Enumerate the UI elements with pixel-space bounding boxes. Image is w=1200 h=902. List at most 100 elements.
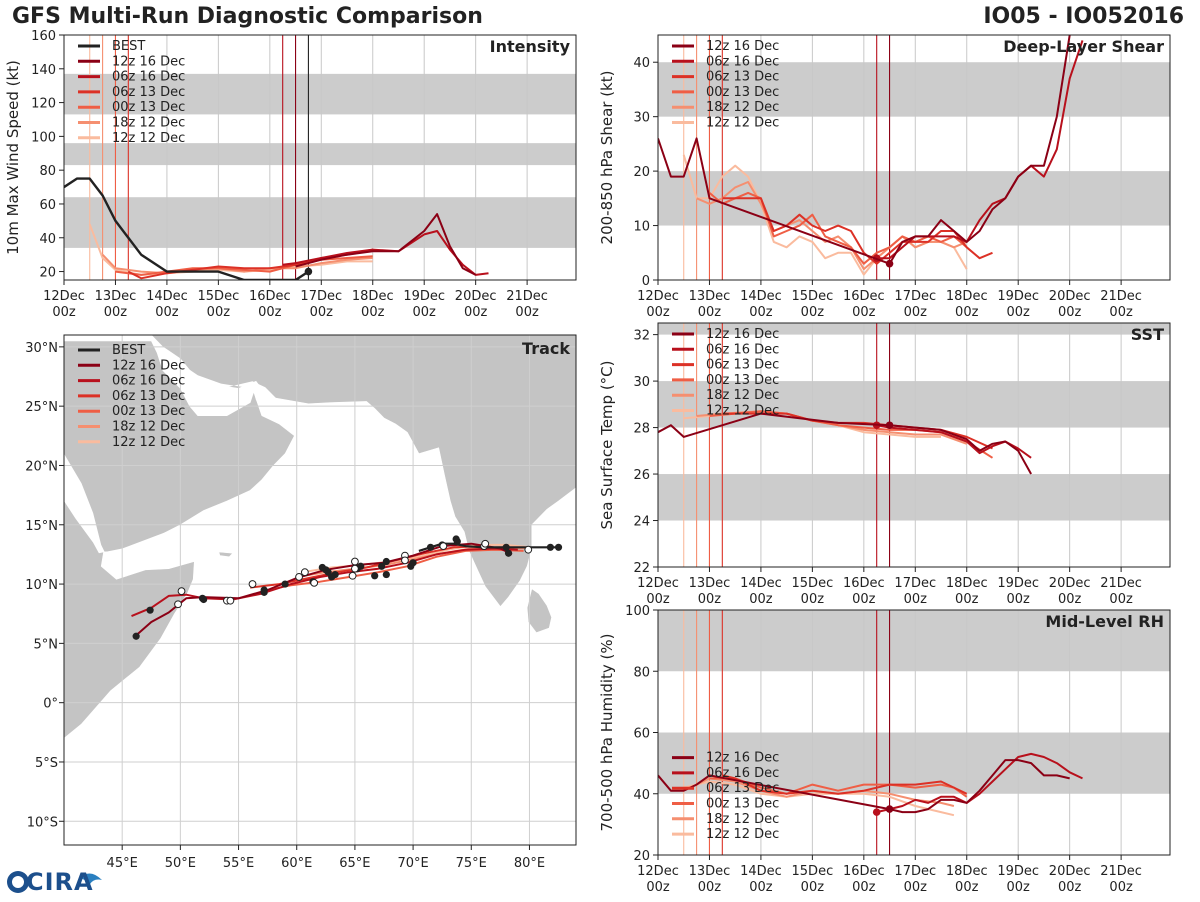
track-position-open-dot: [351, 564, 359, 573]
intensity-xtick-label-hour: 00z: [52, 305, 76, 320]
track-position-dot: [504, 549, 513, 557]
sst-xtick-label-date: 20Dec: [1049, 576, 1091, 591]
sst-xtick-label-hour: 00z: [1109, 592, 1133, 607]
track-ytick-label: 20°N: [25, 459, 58, 474]
track-position-dot: [324, 568, 332, 576]
track-legend-label: BEST: [112, 343, 145, 358]
sst-xtick-label-date: 18Dec: [946, 576, 988, 591]
intensity-ytick-label: 60: [39, 198, 56, 213]
track-position-dot: [378, 562, 386, 570]
rh-xtick-label-hour: 00z: [852, 880, 876, 895]
gulf-of-aden: [102, 522, 195, 579]
shear-ytick-label: 20: [633, 165, 650, 180]
track-legend-label: 18z 12 Dec: [112, 420, 185, 435]
rh-xtick-label-date: 19Dec: [997, 864, 1039, 879]
shear-legend-label: 06z 13 Dec: [706, 70, 779, 85]
cira-logo-text: CIRA: [26, 868, 94, 896]
intensity-xtick-label-date: 17Dec: [300, 289, 342, 304]
intensity-series-line: [88, 223, 373, 276]
sst-plot-area: [658, 323, 1170, 567]
sst-xtick-label-hour: 00z: [1058, 592, 1082, 607]
rh-xtick-label-date: 20Dec: [1049, 864, 1091, 879]
track-plot-area: [64, 335, 576, 845]
track-legend-label: 06z 16 Dec: [112, 374, 185, 389]
rh-legend-label: 18z 12 Dec: [706, 812, 779, 827]
intensity-band: [64, 73, 576, 115]
shear-xtick-label-date: 17Dec: [894, 289, 936, 304]
rh-title: Mid-Level RH: [1045, 612, 1164, 631]
cira-logo-graphic: [7, 871, 102, 893]
track-position-dot: [452, 535, 460, 543]
intensity-xtick-label-date: 13Dec: [95, 289, 137, 304]
page-title: GFS Multi-Run Diagnostic Comparison: [12, 4, 483, 29]
sst-legend-label: 18z 12 Dec: [706, 388, 779, 403]
shear-xtick-label-hour: 00z: [698, 305, 722, 320]
sst-xtick-label-date: 12Dec: [637, 576, 679, 591]
shear-xtick-label-date: 18Dec: [946, 289, 988, 304]
shear-series-line: [708, 191, 968, 265]
intensity-series-line: [64, 177, 310, 280]
land-mass: [526, 588, 552, 634]
rh-legend-label: 12z 16 Dec: [706, 751, 779, 766]
intensity-series-line: [127, 248, 373, 280]
rh-series-line: [722, 774, 968, 795]
sst-series-marker: [885, 421, 894, 430]
rh-xtick-label-date: 14Dec: [740, 864, 782, 879]
intensity-ytick-label: 40: [39, 232, 56, 247]
intensity-panel: 2040608010012014016012Dec00z13Dec00z14De…: [4, 29, 577, 320]
sst-ytick-label: 24: [633, 515, 650, 530]
shear-xtick-label-hour: 00z: [1007, 305, 1031, 320]
track-position-dot: [200, 595, 208, 604]
intensity-xtick-label-hour: 00z: [413, 305, 437, 320]
track-position-open-dot: [310, 578, 319, 587]
storm-id: IO05 - IO052016: [983, 4, 1184, 29]
sst-frame: [657, 322, 1171, 568]
intensity-ytick-label: 140: [31, 63, 56, 78]
intensity-title: Intensity: [490, 37, 571, 56]
sst-title: SST: [1131, 325, 1164, 344]
shear-legend-label: 18z 12 Dec: [706, 100, 779, 115]
track-legend-label: 12z 12 Dec: [112, 435, 185, 450]
sst-ytick-label: 32: [633, 329, 650, 344]
intensity-frame: [63, 34, 577, 281]
shear-series-line: [722, 197, 993, 265]
track-position-open-dot: [481, 539, 490, 548]
track-ytick-label: 10°S: [27, 815, 58, 830]
shear-legend-label: 06z 16 Dec: [706, 54, 779, 69]
track-position-dot: [382, 570, 390, 579]
rh-xtick-label-date: 16Dec: [843, 864, 885, 879]
shear-series-line: [658, 35, 1071, 265]
track-xtick-label: 60°E: [281, 856, 312, 871]
shear-xtick-label-hour: 00z: [801, 305, 825, 320]
intensity-legend-label: BEST: [112, 39, 145, 54]
sst-xtick-label-date: 13Dec: [689, 576, 731, 591]
rh-xtick-label-hour: 00z: [1007, 880, 1031, 895]
track-position-dot: [502, 543, 510, 551]
intensity-xtick-label-hour: 00z: [464, 305, 488, 320]
shear-xtick-label-date: 16Dec: [843, 289, 885, 304]
shear-series-line: [876, 40, 1084, 260]
track-xtick-label: 55°E: [223, 856, 254, 871]
rh-xtick-label-hour: 00z: [904, 880, 928, 895]
shear-xtick-label-hour: 00z: [646, 305, 670, 320]
intensity-legend-label: 06z 16 Dec: [112, 70, 185, 85]
track-position-open-dot: [524, 545, 533, 554]
track-legend-label: 00z 13 Dec: [112, 404, 185, 419]
rh-legend-label: 00z 13 Dec: [706, 796, 779, 811]
track-position-open-dot: [351, 557, 359, 566]
intensity-ytick-label: 80: [39, 164, 56, 179]
rh-xtick-label-date: 17Dec: [894, 864, 936, 879]
shear-xtick-label-hour: 00z: [904, 305, 928, 320]
rh-xtick-label-date: 12Dec: [637, 864, 679, 879]
track-position-open-dot: [174, 600, 182, 609]
track-position-open-dot: [177, 587, 186, 596]
track-position-dot: [357, 562, 365, 570]
intensity-legend-label: 06z 13 Dec: [112, 85, 185, 100]
rh-ytick-label: 40: [633, 788, 650, 803]
track-position-dot: [281, 580, 289, 588]
intensity-xtick-label-hour: 00z: [207, 305, 231, 320]
track-xtick-label: 45°E: [107, 856, 138, 871]
track-position-dot: [260, 586, 268, 594]
rh-ytick-label: 60: [633, 727, 650, 742]
intensity-ylabel: 10m Max Wind Speed (kt): [4, 60, 22, 255]
